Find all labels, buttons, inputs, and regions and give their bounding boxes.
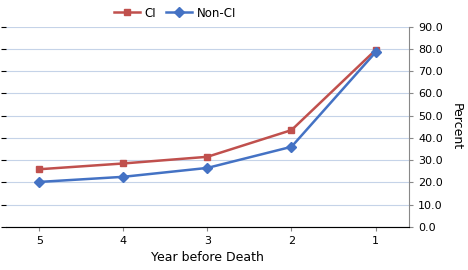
Non-CI [120, 175, 126, 178]
Y-axis label: Percent: Percent [449, 103, 462, 150]
CI [120, 162, 126, 165]
CI [289, 129, 294, 132]
CI [373, 48, 379, 52]
Legend: CI, Non-CI: CI, Non-CI [114, 6, 236, 19]
Non-CI [373, 51, 379, 54]
Line: Non-CI: Non-CI [36, 49, 379, 185]
X-axis label: Year before Death: Year before Death [151, 251, 264, 264]
CI [205, 155, 210, 158]
Non-CI [289, 145, 294, 149]
Non-CI [37, 180, 42, 184]
Line: CI: CI [36, 46, 379, 173]
Non-CI [205, 166, 210, 170]
CI [37, 168, 42, 171]
